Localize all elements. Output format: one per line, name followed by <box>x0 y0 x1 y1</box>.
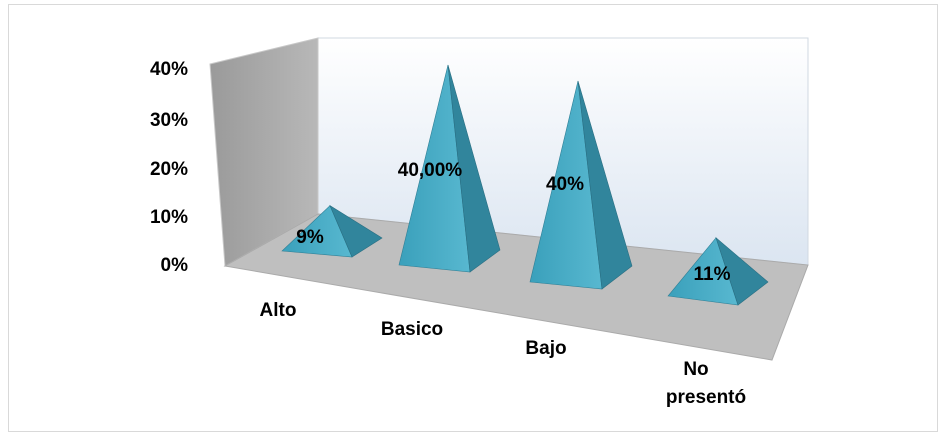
y-tick-label: 40% <box>150 59 188 80</box>
floor <box>223 213 809 361</box>
data-label: 40% <box>546 174 584 195</box>
pyramid-side-face <box>715 236 769 306</box>
category-label: presentó <box>666 387 746 408</box>
data-label: 9% <box>296 227 324 248</box>
pyramid-bar <box>281 204 383 258</box>
y-tick-label: 30% <box>150 110 188 131</box>
y-tick-label: 20% <box>150 159 188 180</box>
data-label: 11% <box>694 264 731 285</box>
y-tick-label: 0% <box>161 255 189 276</box>
pyramid-side-face <box>329 204 383 258</box>
category-label: No <box>683 359 708 380</box>
y-axis-ticks: 0% 10% 20% 30% 40% <box>150 59 188 276</box>
category-label: Basico <box>381 319 443 340</box>
pyramid-bar <box>667 236 769 306</box>
y-tick-label: 10% <box>150 207 188 228</box>
pyramid-series <box>281 64 769 306</box>
pyramid-side-face <box>577 80 633 290</box>
data-labels: 9% 40,00% 40% 11% <box>296 160 730 285</box>
category-label: Bajo <box>525 338 566 359</box>
data-label: 40,00% <box>398 160 463 181</box>
pyramid-bar <box>529 80 633 290</box>
x-axis-categories: Alto Basico Bajo No presentó <box>260 300 747 408</box>
pyramid-bar <box>398 64 501 273</box>
pyramid-side-face <box>447 64 501 273</box>
category-label: Alto <box>260 300 297 321</box>
